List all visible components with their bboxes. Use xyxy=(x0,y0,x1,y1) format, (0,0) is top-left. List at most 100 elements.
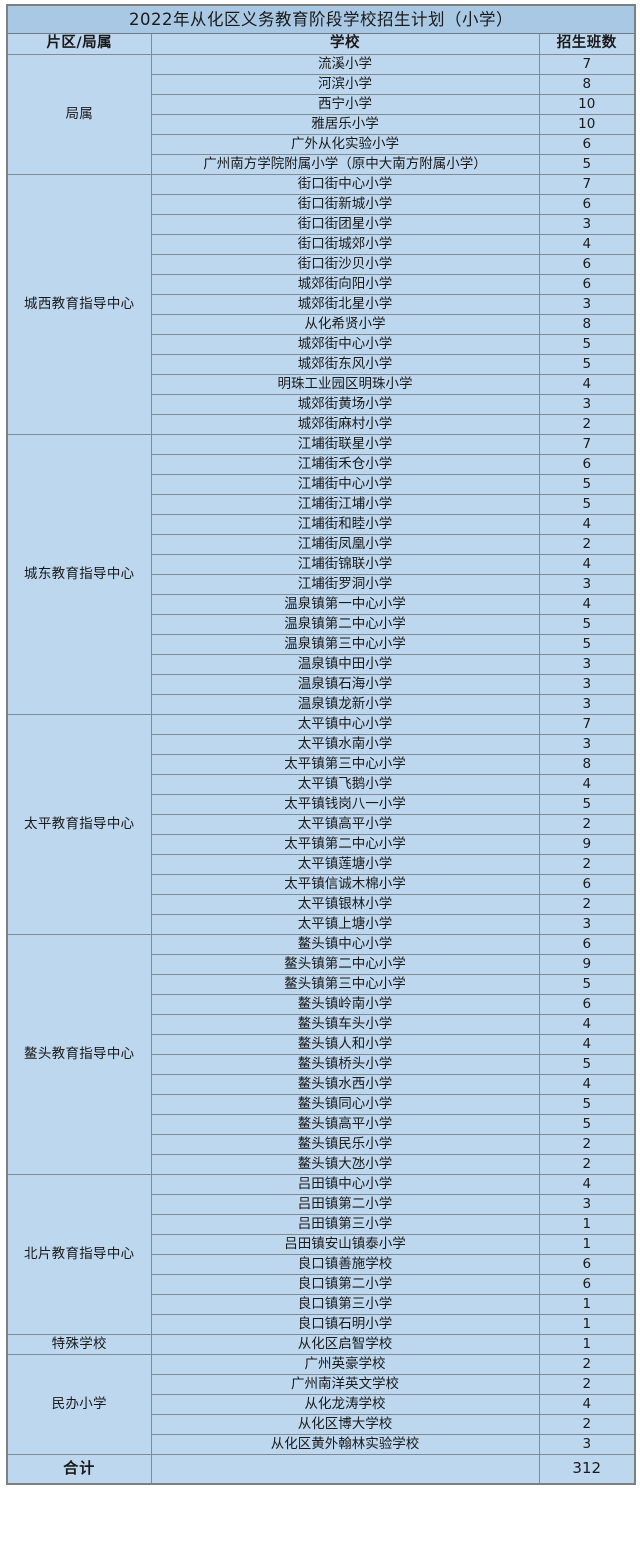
table-row: 太平镇钱岗八一小学 5 xyxy=(7,794,636,815)
class-count-cell: 2 xyxy=(538,414,636,435)
class-count-cell: 2 xyxy=(538,1374,636,1395)
class-count-cell: 2 xyxy=(538,534,636,555)
table-row: 街口街新城小学 6 xyxy=(7,194,636,215)
school-name-cell: 吕田镇第二小学 xyxy=(150,1194,540,1215)
area-group-cell: 北片教育指导中心 xyxy=(6,1174,152,1335)
table-row: 温泉镇中田小学 3 xyxy=(7,654,636,675)
class-count-cell: 1 xyxy=(538,1234,636,1255)
class-count-cell: 3 xyxy=(538,574,636,595)
school-name-cell: 鳌头镇人和小学 xyxy=(150,1034,540,1055)
class-count-cell: 1 xyxy=(538,1334,636,1355)
table-row: 鳌头镇岭南小学 6 xyxy=(7,994,636,1015)
school-name-cell: 广州南方学院附属小学（原中大南方附属小学） xyxy=(150,154,540,175)
class-count-cell: 2 xyxy=(538,1414,636,1435)
column-header-count: 招生班数 xyxy=(538,33,636,55)
school-name-cell: 鳌头镇第二中心小学 xyxy=(150,954,540,975)
total-value: 312 xyxy=(538,1454,636,1485)
class-count-cell: 4 xyxy=(538,1014,636,1035)
school-name-cell: 从化希贤小学 xyxy=(150,314,540,335)
table-row: 江埔街禾仓小学 6 xyxy=(7,454,636,475)
school-name-cell: 江埔街中心小学 xyxy=(150,474,540,495)
school-name-cell: 江埔街罗洞小学 xyxy=(150,574,540,595)
class-count-cell: 4 xyxy=(538,1174,636,1195)
class-count-cell: 2 xyxy=(538,814,636,835)
class-count-cell: 8 xyxy=(538,314,636,335)
table-row: 鳌头镇人和小学 4 xyxy=(7,1034,636,1055)
school-name-cell: 鳌头镇第三中心小学 xyxy=(150,974,540,995)
table-row: 河滨小学 8 xyxy=(7,74,636,95)
class-count-cell: 9 xyxy=(538,954,636,975)
school-name-cell: 街口街城郊小学 xyxy=(150,234,540,255)
table-row: 良口镇第二小学 6 xyxy=(7,1274,636,1295)
school-name-cell: 广州英豪学校 xyxy=(150,1354,540,1375)
school-name-cell: 鳌头镇水西小学 xyxy=(150,1074,540,1095)
school-name-cell: 太平镇莲塘小学 xyxy=(150,854,540,875)
table-row: 良口镇善施学校 6 xyxy=(7,1254,636,1275)
class-count-cell: 5 xyxy=(538,354,636,375)
table-row: 鳌头镇第三中心小学 5 xyxy=(7,974,636,995)
class-count-cell: 10 xyxy=(538,114,636,135)
table-row: 从化区博大学校 2 xyxy=(7,1414,636,1435)
table-row: 从化区黄外翰林实验学校 3 xyxy=(7,1434,636,1455)
table-row: 鳌头教育指导中心 鳌头镇中心小学 6 xyxy=(6,934,636,1175)
table-row: 明珠工业园区明珠小学 4 xyxy=(7,374,636,395)
table-row: 江埔街凤凰小学 2 xyxy=(7,534,636,555)
table-row: 鳌头镇民乐小学 2 xyxy=(7,1134,636,1155)
area-group-cell: 特殊学校 xyxy=(6,1334,152,1355)
table-title-row: 2022年从化区义务教育阶段学校招生计划（小学） xyxy=(6,4,636,34)
class-count-cell: 5 xyxy=(538,634,636,655)
class-count-cell: 10 xyxy=(538,94,636,115)
table-row: 温泉镇龙新小学 3 xyxy=(7,694,636,715)
class-count-cell: 6 xyxy=(538,274,636,295)
table-row: 太平镇第三中心小学 8 xyxy=(7,754,636,775)
class-count-cell: 6 xyxy=(538,874,636,895)
school-name-cell: 西宁小学 xyxy=(150,94,540,115)
class-count-cell: 3 xyxy=(538,734,636,755)
class-count-cell: 5 xyxy=(538,494,636,515)
class-count-cell: 5 xyxy=(538,1054,636,1075)
table-header-row: 片区/局属 学校 招生班数 xyxy=(6,33,636,55)
school-name-cell: 城郊街北星小学 xyxy=(150,294,540,315)
table-body: 2022年从化区义务教育阶段学校招生计划（小学） 片区/局属 学校 招生班数 局… xyxy=(6,4,636,1485)
table-row: 太平镇第二中心小学 9 xyxy=(7,834,636,855)
page-title: 2022年从化区义务教育阶段学校招生计划（小学） xyxy=(6,4,636,34)
school-name-cell: 鳌头镇高平小学 xyxy=(150,1114,540,1135)
class-count-cell: 3 xyxy=(538,294,636,315)
table-row: 太平镇飞鹅小学 4 xyxy=(7,774,636,795)
school-name-cell: 太平镇飞鹅小学 xyxy=(150,774,540,795)
class-count-cell: 4 xyxy=(538,234,636,255)
school-name-cell: 街口街团星小学 xyxy=(150,214,540,235)
school-name-cell: 太平镇第二中心小学 xyxy=(150,834,540,855)
class-count-cell: 6 xyxy=(538,134,636,155)
school-name-cell: 温泉镇龙新小学 xyxy=(150,694,540,715)
table-row: 鳌头镇水西小学 4 xyxy=(7,1074,636,1095)
class-count-cell: 6 xyxy=(538,454,636,475)
class-count-cell: 3 xyxy=(538,1194,636,1215)
column-header-school: 学校 xyxy=(150,33,540,55)
class-count-cell: 7 xyxy=(538,714,636,735)
table-row: 江埔街中心小学 5 xyxy=(7,474,636,495)
enrollment-plan-table: 2022年从化区义务教育阶段学校招生计划（小学） 片区/局属 学校 招生班数 局… xyxy=(6,4,636,1485)
class-count-cell: 1 xyxy=(538,1294,636,1315)
table-row: 江埔街和睦小学 4 xyxy=(7,514,636,535)
table-row: 太平镇水南小学 3 xyxy=(7,734,636,755)
area-group-cell: 城东教育指导中心 xyxy=(6,434,152,715)
class-count-cell: 4 xyxy=(538,1034,636,1055)
table-row: 广外从化实验小学 6 xyxy=(7,134,636,155)
class-count-cell: 6 xyxy=(538,994,636,1015)
table-row: 良口镇石明小学 1 xyxy=(7,1314,636,1335)
school-name-cell: 城郊街中心小学 xyxy=(150,334,540,355)
table-row: 太平镇银林小学 2 xyxy=(7,894,636,915)
table-row: 鳌头镇大氹小学 2 xyxy=(7,1154,636,1175)
school-name-cell: 良口镇石明小学 xyxy=(150,1314,540,1335)
table-row: 城郊街北星小学 3 xyxy=(7,294,636,315)
school-name-cell: 温泉镇中田小学 xyxy=(150,654,540,675)
school-name-cell: 太平镇银林小学 xyxy=(150,894,540,915)
class-count-cell: 7 xyxy=(538,174,636,195)
class-count-cell: 2 xyxy=(538,1154,636,1175)
school-name-cell: 河滨小学 xyxy=(150,74,540,95)
school-name-cell: 温泉镇第二中心小学 xyxy=(150,614,540,635)
table-row: 鳌头镇桥头小学 5 xyxy=(7,1054,636,1075)
class-count-cell: 2 xyxy=(538,1354,636,1375)
class-count-cell: 7 xyxy=(538,54,636,75)
